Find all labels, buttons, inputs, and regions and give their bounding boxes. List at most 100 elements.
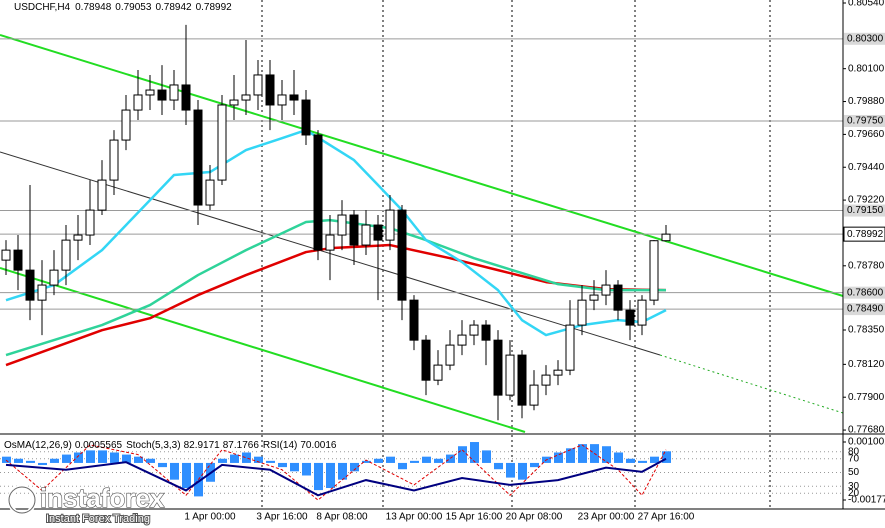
osma-bar	[458, 446, 467, 463]
candle-body	[421, 339, 431, 381]
osma-bar	[122, 454, 131, 463]
channel-lower	[0, 267, 526, 433]
osma-bar	[578, 444, 587, 463]
osma-bar	[362, 460, 371, 463]
candle-body	[361, 224, 371, 246]
osma-bar	[530, 462, 539, 468]
osma-bar	[386, 456, 395, 463]
candle-body	[313, 134, 323, 251]
candle-body	[469, 324, 479, 336]
y-tick-label: 0.77680	[848, 425, 885, 436]
osma-bar	[218, 458, 227, 463]
osma-bar	[446, 454, 455, 463]
osma-bar	[290, 462, 299, 472]
osma-bar	[518, 462, 527, 480]
level-label-box	[844, 204, 885, 217]
osma-bar	[638, 460, 647, 463]
osma-bar	[410, 460, 419, 463]
candle-body	[37, 284, 47, 301]
x-tick-label: 3 Apr 16:00	[256, 512, 308, 523]
candle-body	[397, 209, 407, 301]
channel-upper	[0, 34, 844, 297]
osma-bar	[278, 462, 287, 468]
level-label-box	[844, 32, 885, 45]
candle-body	[445, 344, 455, 366]
candle-body	[1, 249, 11, 261]
osma-bar	[602, 446, 611, 463]
channel-mid-extension	[659, 354, 844, 414]
candle-body	[409, 299, 419, 341]
header-open: 0.78948	[75, 2, 112, 13]
candle-body	[337, 214, 347, 236]
osma-bar	[326, 462, 335, 489]
candle-body	[49, 269, 59, 286]
osma-bar	[434, 458, 443, 463]
osma-bar	[314, 462, 323, 491]
x-tick-label: 27 Apr 16:00	[638, 512, 695, 523]
osma-bar	[38, 462, 47, 466]
candle-body	[493, 339, 503, 396]
osma-bar	[494, 462, 503, 470]
stoch-signal: 87.1766	[223, 440, 260, 451]
level-label-box	[844, 286, 885, 299]
osma-bar	[254, 456, 263, 463]
level-label: 0.79150	[847, 205, 884, 216]
candle-body	[277, 94, 287, 106]
osma-bar	[26, 460, 35, 463]
osma-bar	[134, 456, 143, 463]
x-tick-label: 13 Apr 00:00	[386, 512, 443, 523]
candle-body	[61, 239, 71, 271]
stoch-value: 82.9171	[184, 440, 221, 451]
candle-body	[373, 224, 383, 241]
candle-body	[265, 74, 275, 106]
candle-body	[529, 384, 539, 406]
candle-body	[625, 309, 635, 326]
candle-body	[253, 74, 263, 96]
osma-bar	[662, 451, 671, 463]
candle-body	[577, 299, 587, 326]
candle-body	[601, 284, 611, 296]
level-label: 0.79750	[847, 116, 884, 127]
osma-bar	[422, 456, 431, 463]
osma-bar	[338, 462, 347, 480]
osma-bar	[98, 450, 107, 463]
header-close: 0.78992	[196, 2, 233, 13]
osma-bar	[110, 452, 119, 463]
candle-body	[565, 324, 575, 371]
level-tick-label: 80	[848, 446, 860, 457]
osma-bar	[74, 452, 83, 463]
level-tick-label: 50	[848, 467, 860, 478]
osma-bar	[566, 448, 575, 463]
osma-bar	[614, 452, 623, 463]
candle-body	[613, 284, 623, 311]
candle-body	[97, 179, 107, 211]
candle-body	[505, 354, 515, 396]
candle-body	[517, 354, 527, 406]
osma-bar	[650, 456, 659, 463]
y-tick-label: 0.79880	[848, 96, 885, 107]
brand-logo: instaforex Instant Forex Trading	[7, 482, 165, 526]
y-tick-label: 0.78120	[848, 359, 885, 370]
level-tick-label: 20	[848, 488, 860, 499]
osma-bar	[302, 462, 311, 476]
osma-bar	[14, 458, 23, 463]
indicator-header: OsMA(12,26,9) 0.0005565 Stoch(5,3,3) 82.917…	[4, 440, 337, 451]
candle-body	[553, 369, 563, 376]
osma-bar	[374, 458, 383, 463]
osma-bar	[554, 452, 563, 463]
osma-bar	[242, 452, 251, 463]
candle-body	[385, 209, 395, 241]
y-tick-label: 0.0010016	[848, 437, 885, 448]
symbol: USDCHF,H4	[14, 2, 71, 13]
osma-bar	[170, 462, 179, 480]
candle-body	[301, 99, 311, 136]
level-tick-label: 30	[848, 481, 860, 492]
stoch-label: Stoch(5,3,3)	[126, 440, 180, 451]
osma-bar	[470, 442, 479, 463]
candle-body	[85, 209, 95, 236]
osma-value: 0.0005565	[75, 440, 123, 451]
candle-body	[457, 334, 467, 346]
brand-tagline: Instant Forex Trading	[46, 513, 150, 525]
y-tick-label: 0.79220	[848, 195, 885, 206]
